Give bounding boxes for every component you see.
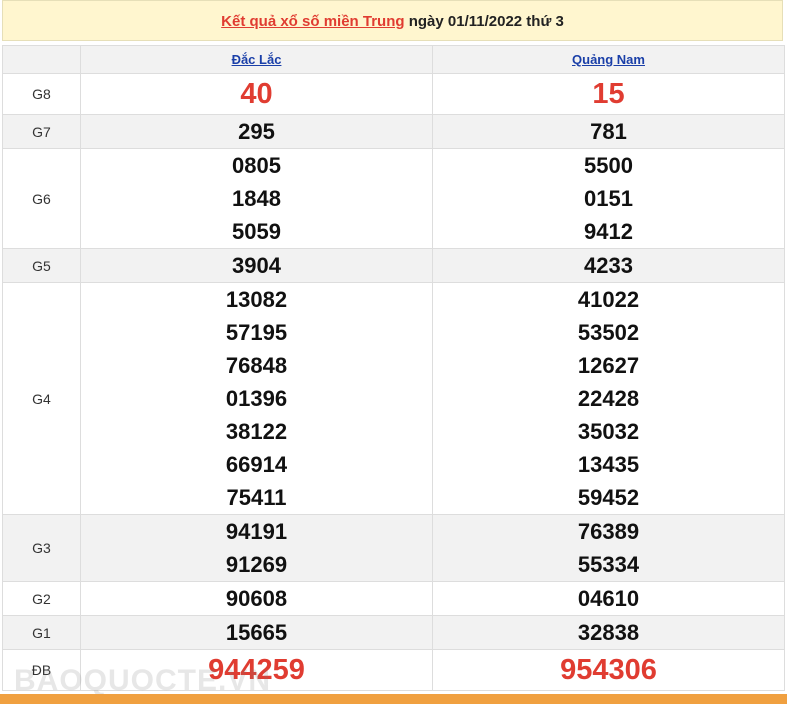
- province-link[interactable]: Quảng Nam: [572, 51, 645, 67]
- winning-number: 75411: [226, 485, 287, 510]
- number-cell: 295: [80, 114, 433, 149]
- winning-number: 53502: [577, 320, 640, 345]
- winning-number: 38122: [225, 419, 288, 444]
- winning-number: 55334: [577, 552, 640, 577]
- winning-number: 9412: [584, 219, 633, 244]
- number-cell: 781: [432, 114, 785, 149]
- prize-label: G8: [2, 73, 81, 115]
- prize-label: G1: [2, 615, 81, 650]
- region-link[interactable]: Kết quả xổ số miền Trung: [221, 13, 405, 30]
- winning-number: 41022: [577, 287, 640, 312]
- winning-number: 0151: [584, 186, 633, 211]
- number-cell: 0805 1848 5059: [80, 148, 433, 249]
- number-cell: 90608: [80, 581, 433, 616]
- winning-number: 59452: [577, 485, 640, 510]
- prize-row: G3 94191 91269 76389 55334: [2, 514, 785, 582]
- results-table: Đắc Lắc Quảng Nam G8 40 15 G7 295 781 G6 0805 1848…: [2, 45, 785, 691]
- prize-label: G3: [2, 514, 81, 582]
- winning-number: 12627: [577, 353, 640, 378]
- winning-number: 5059: [232, 219, 281, 244]
- winning-number: 15: [592, 78, 625, 110]
- province-cell: Đắc Lắc: [80, 45, 433, 74]
- number-cell: 5500 0151 9412: [432, 148, 785, 249]
- prize-row: G7 295 781: [2, 114, 785, 149]
- winning-number: 4233: [584, 253, 633, 278]
- winning-number: 3904: [232, 253, 281, 278]
- winning-number: 76389: [577, 519, 640, 544]
- number-cell: 32838: [432, 615, 785, 650]
- winning-number: 22428: [577, 386, 640, 411]
- winning-number: 944259: [208, 654, 305, 686]
- winning-number: 94191: [225, 519, 288, 544]
- province-cell: Quảng Nam: [432, 45, 785, 74]
- prize-row: G8 40 15: [2, 73, 785, 115]
- footer-bar: [0, 694, 787, 704]
- winning-number: 90608: [225, 586, 288, 611]
- prize-row: G1 15665 32838: [2, 615, 785, 650]
- winning-number: 40: [240, 78, 273, 110]
- number-cell: 94191 91269: [80, 514, 433, 582]
- winning-number: 91269: [225, 552, 288, 577]
- winning-number: 04610: [577, 586, 640, 611]
- winning-number: 13435: [577, 452, 640, 477]
- prize-row: G6 0805 1848 5059 5500 0151 9412: [2, 148, 785, 249]
- winning-number: 57195: [225, 320, 288, 345]
- number-cell: 15: [432, 73, 785, 115]
- prize-row: ĐB 944259 954306: [2, 649, 785, 691]
- winning-number: 295: [238, 119, 275, 144]
- winning-number: 0805: [232, 153, 281, 178]
- number-cell: 3904: [80, 248, 433, 283]
- winning-number: 781: [590, 119, 627, 144]
- header-row: Đắc Lắc Quảng Nam: [2, 45, 785, 74]
- winning-number: 76848: [225, 353, 288, 378]
- prize-row: G4 13082 57195 76848 01396 38122 66914 75411 410…: [2, 282, 785, 515]
- draw-date: ngày 01/11/2022 thứ 3: [408, 13, 564, 30]
- number-cell: 13082 57195 76848 01396 38122 66914 75411: [80, 282, 433, 515]
- prize-row: G5 3904 4233: [2, 248, 785, 283]
- winning-number: 5500: [584, 153, 633, 178]
- winning-number: 66914: [225, 452, 288, 477]
- number-cell: 04610: [432, 581, 785, 616]
- winning-number: 15665: [225, 620, 288, 645]
- province-link[interactable]: Đắc Lắc: [231, 51, 282, 67]
- prize-header: [2, 45, 81, 74]
- number-cell: 954306: [432, 649, 785, 691]
- prize-label: G6: [2, 148, 81, 249]
- prize-label: G5: [2, 248, 81, 283]
- winning-number: 35032: [577, 419, 640, 444]
- winning-number: 1848: [232, 186, 281, 211]
- watermark: BAOQUOCTE.VN: [14, 664, 272, 697]
- results-header: Kết quả xổ số miền Trung ngày 01/11/2022…: [2, 0, 783, 41]
- prize-label: G2: [2, 581, 81, 616]
- number-cell: 76389 55334: [432, 514, 785, 582]
- prize-label: ĐB: [2, 649, 81, 691]
- number-cell: 15665: [80, 615, 433, 650]
- winning-number: 954306: [560, 654, 657, 686]
- prize-label: G4: [2, 282, 81, 515]
- number-cell: 944259: [80, 649, 433, 691]
- number-cell: 4233: [432, 248, 785, 283]
- winning-number: 32838: [577, 620, 640, 645]
- winning-number: 13082: [225, 287, 288, 312]
- prize-row: G2 90608 04610: [2, 581, 785, 616]
- prize-label: G7: [2, 114, 81, 149]
- number-cell: 40: [80, 73, 433, 115]
- number-cell: 41022 53502 12627 22428 35032 13435 59452: [432, 282, 785, 515]
- winning-number: 01396: [225, 386, 288, 411]
